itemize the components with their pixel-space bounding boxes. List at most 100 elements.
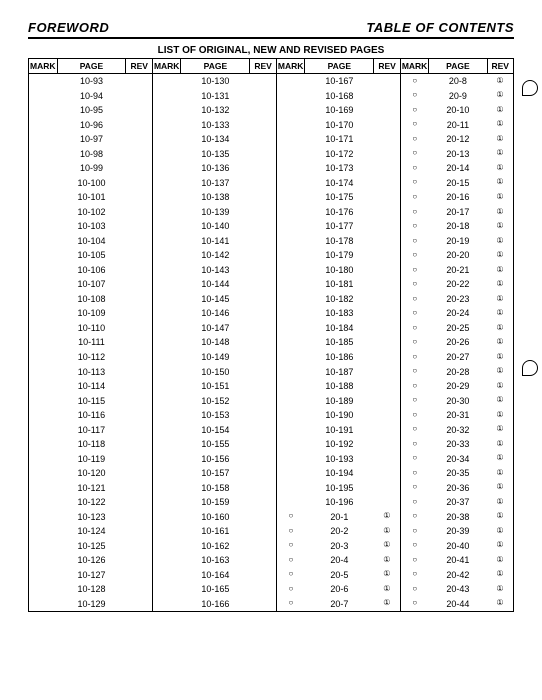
page-cell: 20-30 (429, 393, 487, 408)
rev-cell (126, 132, 153, 147)
page-cell: 10-152 (181, 393, 250, 408)
page-cell: 10-101 (57, 190, 126, 205)
page-cell: 10-160 (181, 509, 250, 524)
rev-cell (250, 321, 277, 336)
page-cell: 10-176 (305, 205, 374, 220)
rev-cell (126, 466, 153, 481)
page-cell: 10-156 (181, 451, 250, 466)
page-cell: 10-178 (305, 234, 374, 249)
page-cell: 10-105 (57, 248, 126, 263)
mark-cell (152, 321, 181, 336)
page-cell: 10-129 (57, 597, 126, 612)
mark-cell (276, 495, 305, 510)
rev-cell: ① (487, 597, 514, 612)
rev-cell (374, 277, 401, 292)
rev-cell (374, 89, 401, 104)
mark-cell (276, 132, 305, 147)
rev-cell: ① (374, 553, 401, 568)
table-row: 10-10410-14110-178○20-19① (29, 234, 514, 249)
rev-cell: ① (487, 393, 514, 408)
page-cell: 10-170 (305, 118, 374, 133)
page-cell: 20-38 (429, 509, 487, 524)
page-cell: 20-34 (429, 451, 487, 466)
mark-cell (276, 219, 305, 234)
mark-cell (29, 335, 58, 350)
rev-cell (374, 364, 401, 379)
page-cell: 10-192 (305, 437, 374, 452)
rev-cell (126, 568, 153, 583)
page-cell: 10-169 (305, 103, 374, 118)
page-cell: 20-3 (305, 539, 374, 554)
rev-cell (126, 350, 153, 365)
table-row: 10-12910-166○20-7①○20-44① (29, 597, 514, 612)
page-cell: 10-182 (305, 292, 374, 307)
rev-cell (250, 219, 277, 234)
mark-cell: ○ (400, 147, 429, 162)
page-cell: 10-139 (181, 205, 250, 220)
mark-cell (152, 408, 181, 423)
col-header-rev: REV (250, 59, 277, 74)
page-cell: 10-93 (57, 74, 126, 89)
mark-cell (152, 437, 181, 452)
mark-cell (276, 118, 305, 133)
mark-cell (29, 190, 58, 205)
rev-cell (374, 118, 401, 133)
rev-cell (374, 437, 401, 452)
col-header-mark: MARK (29, 59, 58, 74)
rev-cell: ① (487, 437, 514, 452)
page-cell: 10-186 (305, 350, 374, 365)
mark-cell (276, 190, 305, 205)
rev-cell (250, 379, 277, 394)
rev-cell (250, 277, 277, 292)
page-cell: 20-42 (429, 568, 487, 583)
page-cell: 20-18 (429, 219, 487, 234)
mark-cell: ○ (400, 205, 429, 220)
mark-cell (29, 292, 58, 307)
table-row: 10-10610-14310-180○20-21① (29, 263, 514, 278)
page-cell: 10-168 (305, 89, 374, 104)
rev-cell (374, 147, 401, 162)
rev-cell (250, 393, 277, 408)
page-cell: 20-10 (429, 103, 487, 118)
rev-cell (250, 568, 277, 583)
page-cell: 10-177 (305, 219, 374, 234)
page-cell: 10-172 (305, 147, 374, 162)
page-cell: 20-40 (429, 539, 487, 554)
table-row: 10-10010-13710-174○20-15① (29, 176, 514, 191)
page-cell: 10-102 (57, 205, 126, 220)
mark-cell (152, 335, 181, 350)
page-cell: 10-113 (57, 364, 126, 379)
rev-cell (374, 161, 401, 176)
mark-cell (152, 147, 181, 162)
mark-cell: ○ (400, 219, 429, 234)
page-cell: 10-115 (57, 393, 126, 408)
mark-cell: ○ (400, 393, 429, 408)
mark-cell: ○ (400, 234, 429, 249)
rev-cell (250, 103, 277, 118)
mark-cell (152, 480, 181, 495)
rev-cell (374, 422, 401, 437)
col-header-rev: REV (126, 59, 153, 74)
rev-cell: ① (487, 190, 514, 205)
page-cell: 10-137 (181, 176, 250, 191)
mark-cell (276, 176, 305, 191)
mark-cell (29, 161, 58, 176)
rev-cell (250, 422, 277, 437)
mark-cell: ○ (400, 495, 429, 510)
mark-cell (276, 306, 305, 321)
page-cell: 10-133 (181, 118, 250, 133)
page-cell: 10-179 (305, 248, 374, 263)
mark-cell (276, 393, 305, 408)
rev-cell (126, 277, 153, 292)
page-cell: 20-24 (429, 306, 487, 321)
table-row: 10-10110-13810-175○20-16① (29, 190, 514, 205)
page-cell: 10-126 (57, 553, 126, 568)
page-cell: 10-184 (305, 321, 374, 336)
rev-cell (126, 161, 153, 176)
page-cell: 20-39 (429, 524, 487, 539)
rev-cell (374, 74, 401, 89)
table-row: 10-11610-15310-190○20-31① (29, 408, 514, 423)
col-header-mark: MARK (152, 59, 181, 74)
page-cell: 20-43 (429, 582, 487, 597)
rev-cell: ① (487, 582, 514, 597)
